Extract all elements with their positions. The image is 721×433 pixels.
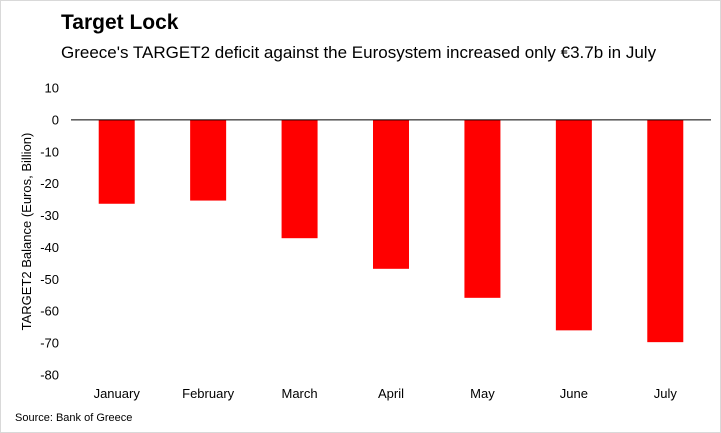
y-tick-label: -70 xyxy=(40,336,59,351)
chart-title: Target Lock xyxy=(61,11,179,34)
bar-july xyxy=(647,119,684,343)
y-tick-label: -60 xyxy=(40,304,59,319)
y-tick-label: 10 xyxy=(45,81,59,96)
y-tick-label: -50 xyxy=(40,272,59,287)
x-tick-label: May xyxy=(470,386,495,401)
x-tick-label: January xyxy=(94,386,141,401)
bar-may xyxy=(464,119,501,298)
x-tick-label: March xyxy=(282,386,318,401)
bar-january xyxy=(98,119,135,204)
bar-june xyxy=(555,119,592,331)
y-axis-label: TARGET2 Balance (Euros, Billion) xyxy=(19,133,34,331)
bars xyxy=(98,119,684,343)
y-axis-ticks: 10 0 -10 -20 -30 -40 -50 -60 -70 -80 xyxy=(40,81,59,383)
chart-subtitle: Greece's TARGET2 deficit against the Eur… xyxy=(61,43,657,62)
x-tick-label: July xyxy=(654,386,678,401)
x-tick-label: April xyxy=(378,386,404,401)
bar-march xyxy=(281,119,318,239)
x-tick-label: June xyxy=(560,386,588,401)
x-tick-label: February xyxy=(182,386,235,401)
bar-april xyxy=(373,119,409,269)
y-tick-label: -10 xyxy=(40,144,59,159)
source-note: Source: Bank of Greece xyxy=(15,412,133,424)
y-tick-label: -20 xyxy=(40,176,59,191)
y-tick-label: -40 xyxy=(40,240,59,255)
y-tick-label: 0 xyxy=(52,112,59,127)
y-tick-label: -80 xyxy=(40,368,59,383)
bar-february xyxy=(190,119,227,201)
x-axis-labels: January February March April May June July xyxy=(94,386,678,401)
y-tick-label: -30 xyxy=(40,208,59,223)
